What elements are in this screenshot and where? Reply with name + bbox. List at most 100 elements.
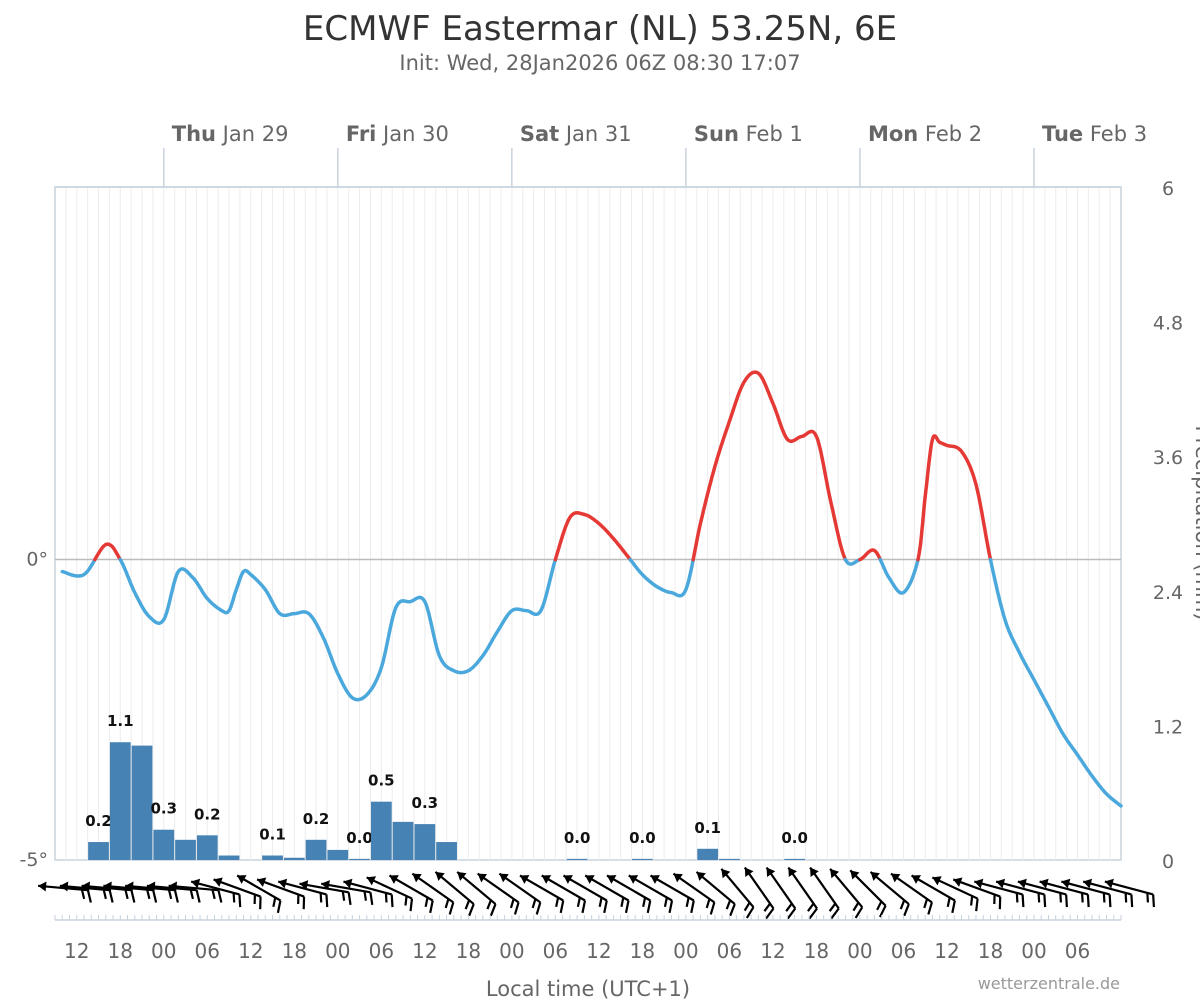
precip-bar <box>436 842 457 860</box>
x-axis-tick-label: 06 <box>1065 939 1090 963</box>
day-date: Feb 1 <box>739 122 803 146</box>
wind-barb-shaft <box>366 876 413 900</box>
x-axis-tick-label: 00 <box>499 939 524 963</box>
wind-barb-feather <box>238 894 242 908</box>
precip-bar <box>153 829 175 860</box>
wind-barb-feather <box>1086 894 1090 908</box>
precip-bar <box>392 821 414 860</box>
wind-barb-arrowhead <box>673 873 683 883</box>
wind-barb-arrowhead <box>1039 878 1049 889</box>
x-axis-tick-label: 18 <box>282 939 307 963</box>
wind-barb-feather <box>509 898 515 909</box>
wind-barb-shaft <box>190 880 240 896</box>
x-axis-tick-label: 00 <box>847 939 872 963</box>
wind-barb-shaft <box>476 872 520 904</box>
wind-barb-feather <box>130 889 136 903</box>
wind-barb <box>995 878 1047 908</box>
wind-barb-arrowhead <box>168 881 178 892</box>
wind-barb-feather <box>899 899 906 910</box>
wind-barb-feather <box>993 894 996 905</box>
wind-barb <box>541 874 587 914</box>
day-date: Jan 30 <box>376 122 448 146</box>
precip-bar <box>88 842 109 860</box>
wind-barb-feather <box>581 900 587 914</box>
wind-barb-shaft <box>849 869 887 907</box>
wind-barb-feather <box>253 894 256 905</box>
wind-barb-arrowhead <box>1017 878 1027 889</box>
precip-bar <box>370 801 392 860</box>
wind-barb-feather <box>1146 892 1150 903</box>
wind-barb-feather <box>946 897 951 908</box>
precip-bar <box>196 835 218 860</box>
day-date: Jan 31 <box>559 122 631 146</box>
precip-bar-label: 1.1 <box>107 712 134 730</box>
wind-barb-shaft <box>456 871 497 905</box>
temperature-segment <box>916 434 993 562</box>
day-label: Mon Feb 2 <box>868 122 982 146</box>
wind-barb-shaft <box>890 872 933 904</box>
wind-barb <box>849 869 887 918</box>
wind-barb-shaft <box>299 882 349 894</box>
wind-barb-feather <box>1108 894 1112 908</box>
precip-bar-label: 0.2 <box>194 805 221 823</box>
wind-barb-arrowhead <box>435 871 445 881</box>
right-axis-tick-label: 3.6 <box>1153 447 1183 469</box>
wind-barb-shaft <box>1061 880 1110 896</box>
day-name: Mon <box>868 122 918 146</box>
precip-bar-label: 0.0 <box>781 829 808 847</box>
wind-barb-arrowhead <box>810 867 819 877</box>
temperature-segment <box>878 557 920 595</box>
precip-bar-label: 0.0 <box>564 829 591 847</box>
wind-barb-feather <box>854 906 864 919</box>
wind-barb <box>931 876 979 912</box>
wind-barb-feather <box>232 892 236 903</box>
chart-title: ECMWF Eastermar (NL) 53.25N, 6E <box>303 9 897 49</box>
wind-barb-feather <box>325 894 329 908</box>
wind-barb-feather <box>173 889 179 903</box>
wind-barb-arrowhead <box>850 870 860 880</box>
precip-bar <box>218 855 240 860</box>
x-axis-tick-label: 00 <box>325 939 350 963</box>
wind-barb-feather <box>1021 894 1025 908</box>
wind-barb-feather <box>276 900 282 914</box>
wind-barb-feather <box>424 897 429 908</box>
precipitation-bars: 0.2 1.1 0.3 0.2 0.1 0.2 0.0 0.5 0.3 0.0 0.0 0.1 0.0 <box>85 712 808 860</box>
wind-barb-shaft <box>256 878 305 898</box>
precip-bar <box>414 824 436 860</box>
wind-barb-arrowhead <box>237 875 247 884</box>
wind-barb-arrowhead <box>606 875 617 884</box>
wind-barb-feather <box>429 900 434 914</box>
wind-barb <box>672 872 716 915</box>
wind-barb-feather <box>302 896 306 910</box>
precip-bar <box>632 858 653 860</box>
wind-barb <box>952 877 1002 910</box>
wind-barb-feather <box>189 889 194 900</box>
x-axis-tick-label: 12 <box>934 939 959 963</box>
wind-barb-arrowhead <box>499 873 509 883</box>
wind-barb-arrowhead <box>412 873 422 883</box>
wind-barb <box>434 871 475 917</box>
wind-barb-feather <box>745 906 755 919</box>
wind-barb <box>829 868 864 919</box>
wind-barb <box>321 880 374 906</box>
wind-barb-arrowhead <box>563 875 573 884</box>
precip-bar <box>283 857 305 860</box>
wind-barb <box>190 878 242 908</box>
right-axis-tick-label: 2.4 <box>1153 582 1183 604</box>
wind-barb-shaft <box>974 880 1023 896</box>
wind-barb-shaft <box>720 868 755 908</box>
wind-barb-feather <box>646 900 652 914</box>
wind-barb-shaft <box>829 868 864 908</box>
wind-barb-feather <box>1130 894 1134 908</box>
wind-barb <box>299 880 352 906</box>
day-name: Tue <box>1042 122 1083 146</box>
wind-barb-arrowhead <box>389 875 399 884</box>
wind-barb-feather <box>923 898 929 909</box>
temperature-segment <box>628 557 695 598</box>
wind-barb-shaft <box>911 874 956 902</box>
wind-barb-arrowhead <box>541 875 552 884</box>
wind-barb-arrowhead <box>1061 878 1071 889</box>
wind-barb <box>649 874 695 914</box>
wind-barb-feather <box>146 889 151 900</box>
